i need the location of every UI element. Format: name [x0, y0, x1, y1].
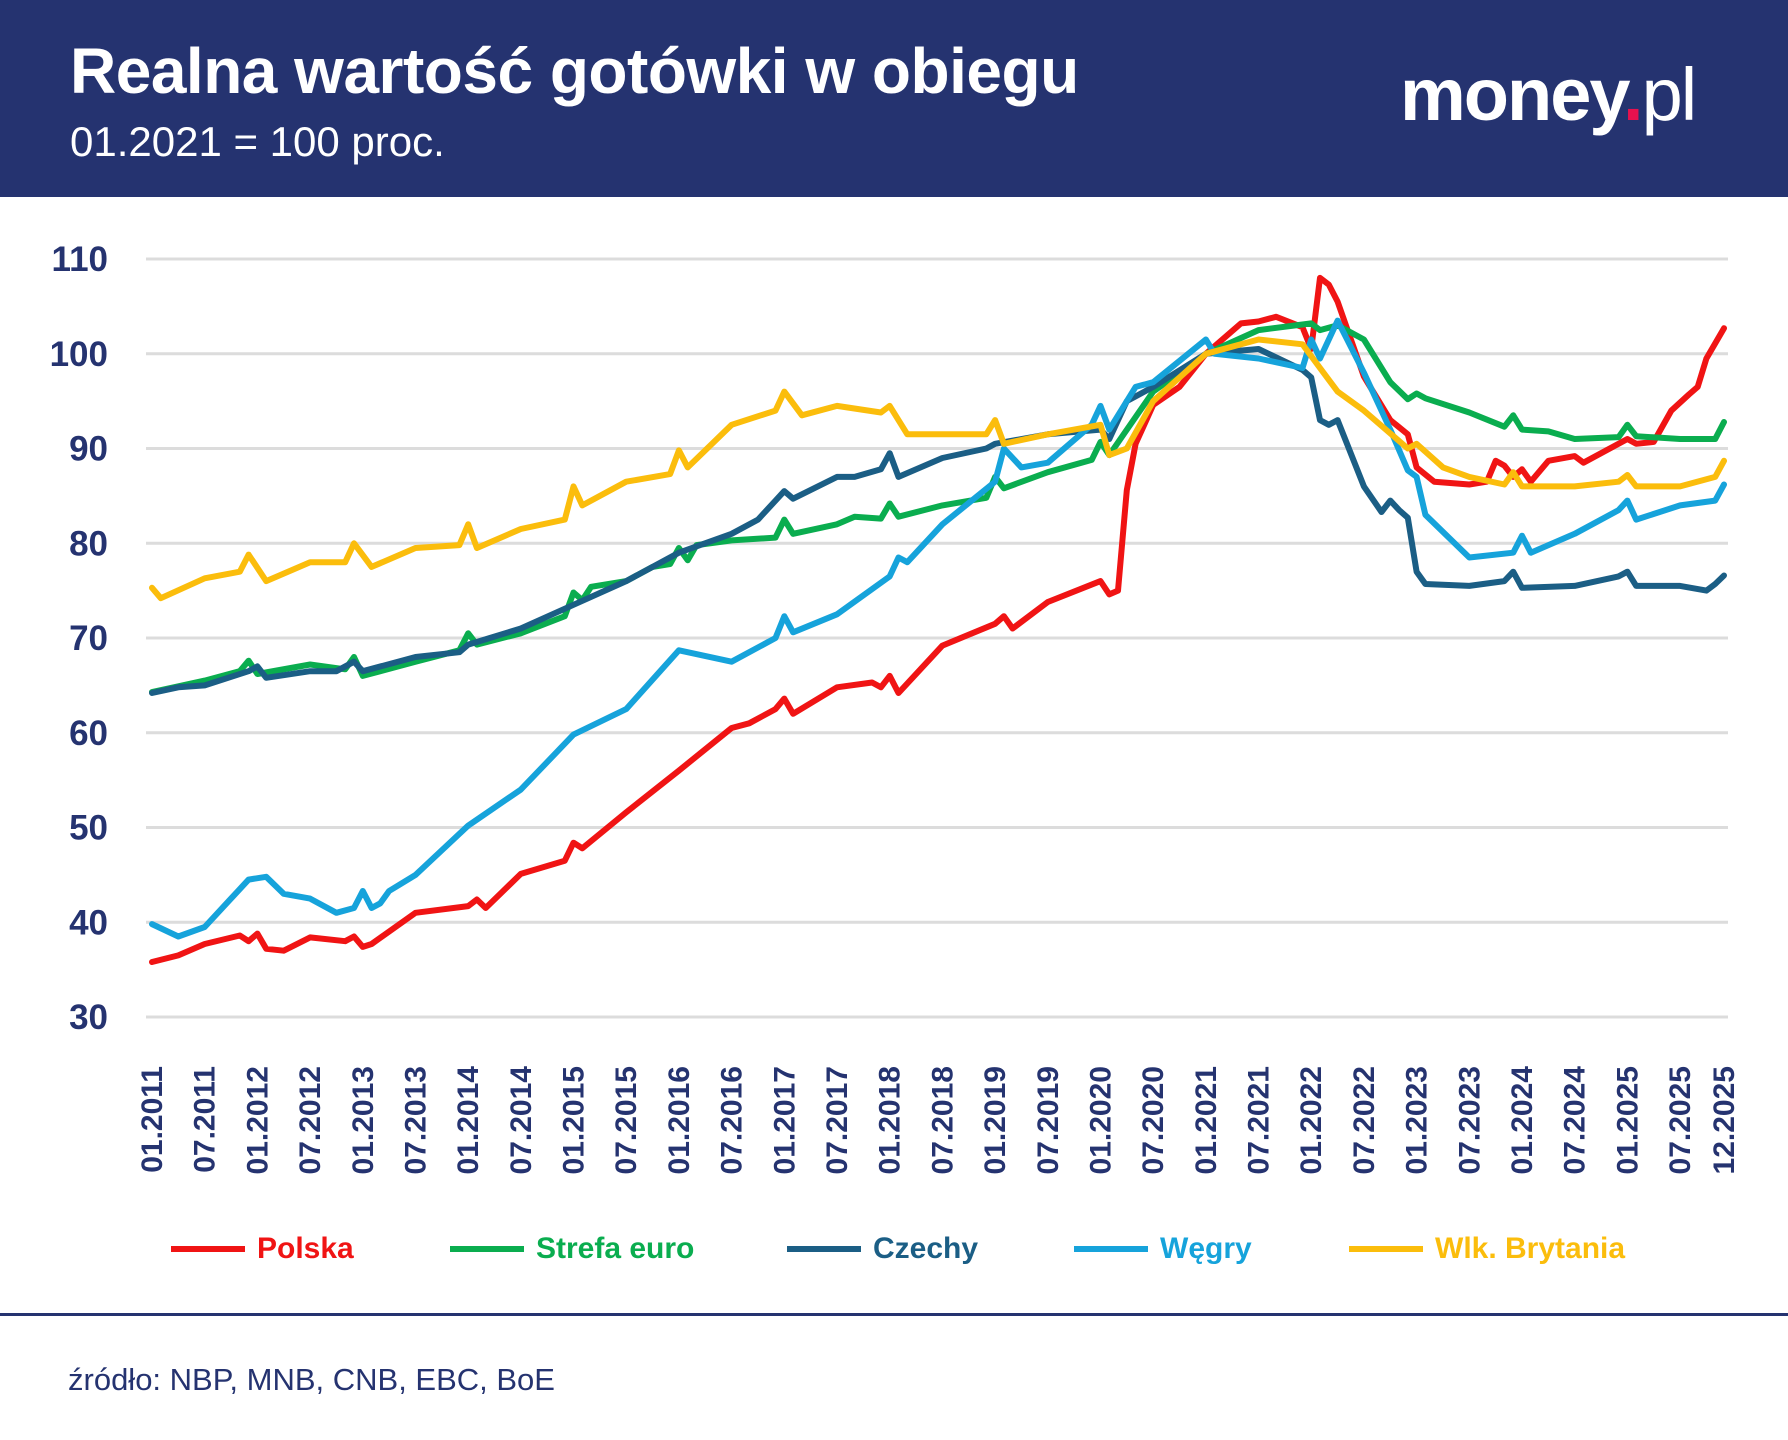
x-tick-label: 07.2016: [716, 1066, 749, 1174]
y-tick-label: 40: [69, 903, 108, 942]
y-tick-label: 60: [69, 714, 108, 753]
x-tick-label: 01.2013: [347, 1066, 380, 1174]
legend-label: Polska: [257, 1232, 354, 1265]
x-tick-label: 01.2023: [1401, 1066, 1434, 1174]
chart-title: Realna wartość gotówki w obiegu: [70, 35, 1079, 107]
legend-label: Strefa euro: [536, 1232, 695, 1265]
y-tick-label: 30: [69, 998, 108, 1037]
x-tick-label: 01.2018: [874, 1066, 907, 1174]
x-tick-label: 01.2011: [136, 1066, 169, 1173]
y-tick-label: 80: [69, 524, 108, 563]
legend-label: Węgry: [1160, 1232, 1252, 1265]
x-tick-label: 07.2021: [1243, 1066, 1276, 1174]
series-line-w-gry: [149, 317, 1727, 940]
x-tick-label: 12.2025: [1708, 1066, 1741, 1174]
y-tick-label: 90: [69, 430, 108, 469]
header-banner: Realna wartość gotówki w obiegu 01.2021 …: [0, 0, 1788, 197]
x-tick-label: 07.2018: [926, 1066, 959, 1174]
y-axis-labels: 30 40 50 60 70 80 90 100 110: [50, 240, 108, 1037]
series-lines: [149, 274, 1727, 965]
x-tick-label: 01.2015: [558, 1066, 591, 1174]
legend-label: Wlk. Brytania: [1435, 1232, 1626, 1265]
legend: Polska Strefa euro Czechy Węgry Wlk. Brytani…: [0, 1232, 1788, 1272]
x-axis-labels: 01.2011 07.2011 01.2012 07.2012 01.2013 07.20…: [136, 1066, 1741, 1175]
series-line-strefa-euro: [149, 320, 1727, 695]
x-tick-label: 01.2017: [768, 1066, 801, 1174]
x-tick-label: 07.2012: [294, 1066, 327, 1174]
legend-item: Strefa euro: [450, 1232, 694, 1266]
legend-swatch: [1349, 1246, 1423, 1252]
x-tick-label: 07.2014: [505, 1066, 538, 1175]
x-tick-label: 07.2015: [610, 1066, 643, 1174]
x-tick-label: 07.2019: [1032, 1066, 1065, 1174]
money-pl-logo: money.pl: [1400, 53, 1697, 136]
x-tick-label: 07.2017: [821, 1066, 854, 1174]
y-tick-label: 50: [69, 809, 108, 848]
legend-item: Węgry: [1074, 1232, 1252, 1266]
x-tick-label: 07.2013: [399, 1066, 432, 1174]
y-tick-label: 100: [50, 335, 108, 374]
source-note: źródło: NBP, MNB, CNB, EBC, BoE: [68, 1362, 555, 1397]
x-tick-label: 01.2019: [979, 1066, 1012, 1174]
series-line-czechy: [149, 346, 1727, 696]
chart-subtitle: 01.2021 = 100 proc.: [70, 118, 445, 165]
x-tick-label: 01.2025: [1611, 1066, 1644, 1174]
x-tick-label: 07.2023: [1453, 1066, 1486, 1174]
legend-label: Czechy: [873, 1232, 979, 1265]
x-tick-label: 01.2012: [241, 1066, 274, 1174]
x-tick-label: 01.2022: [1295, 1066, 1328, 1174]
y-tick-label: 110: [52, 240, 108, 279]
legend-swatch: [1074, 1246, 1148, 1252]
x-tick-label: 01.2024: [1506, 1066, 1539, 1175]
legend-swatch: [171, 1246, 245, 1252]
x-tick-label: 07.2024: [1559, 1066, 1592, 1175]
series-line-wlk-brytania: [149, 336, 1727, 602]
gridlines: [146, 257, 1728, 1019]
series-line-polska: [149, 274, 1727, 965]
x-tick-label: 01.2020: [1084, 1066, 1117, 1174]
x-tick-label: 01.2014: [452, 1066, 485, 1175]
x-tick-label: 07.2025: [1664, 1066, 1697, 1174]
x-tick-label: 01.2016: [663, 1066, 696, 1174]
legend-swatch: [787, 1246, 861, 1252]
legend-item: Wlk. Brytania: [1349, 1232, 1625, 1266]
legend-item: Czechy: [787, 1232, 978, 1266]
legend-swatch: [450, 1246, 524, 1252]
y-tick-label: 70: [69, 619, 108, 658]
divider: [0, 1313, 1788, 1316]
legend-item: Polska: [171, 1232, 354, 1266]
x-tick-label: 07.2022: [1348, 1066, 1381, 1174]
x-tick-label: 01.2021: [1190, 1066, 1223, 1174]
x-tick-label: 07.2011: [189, 1066, 222, 1173]
x-tick-label: 07.2020: [1137, 1066, 1170, 1174]
